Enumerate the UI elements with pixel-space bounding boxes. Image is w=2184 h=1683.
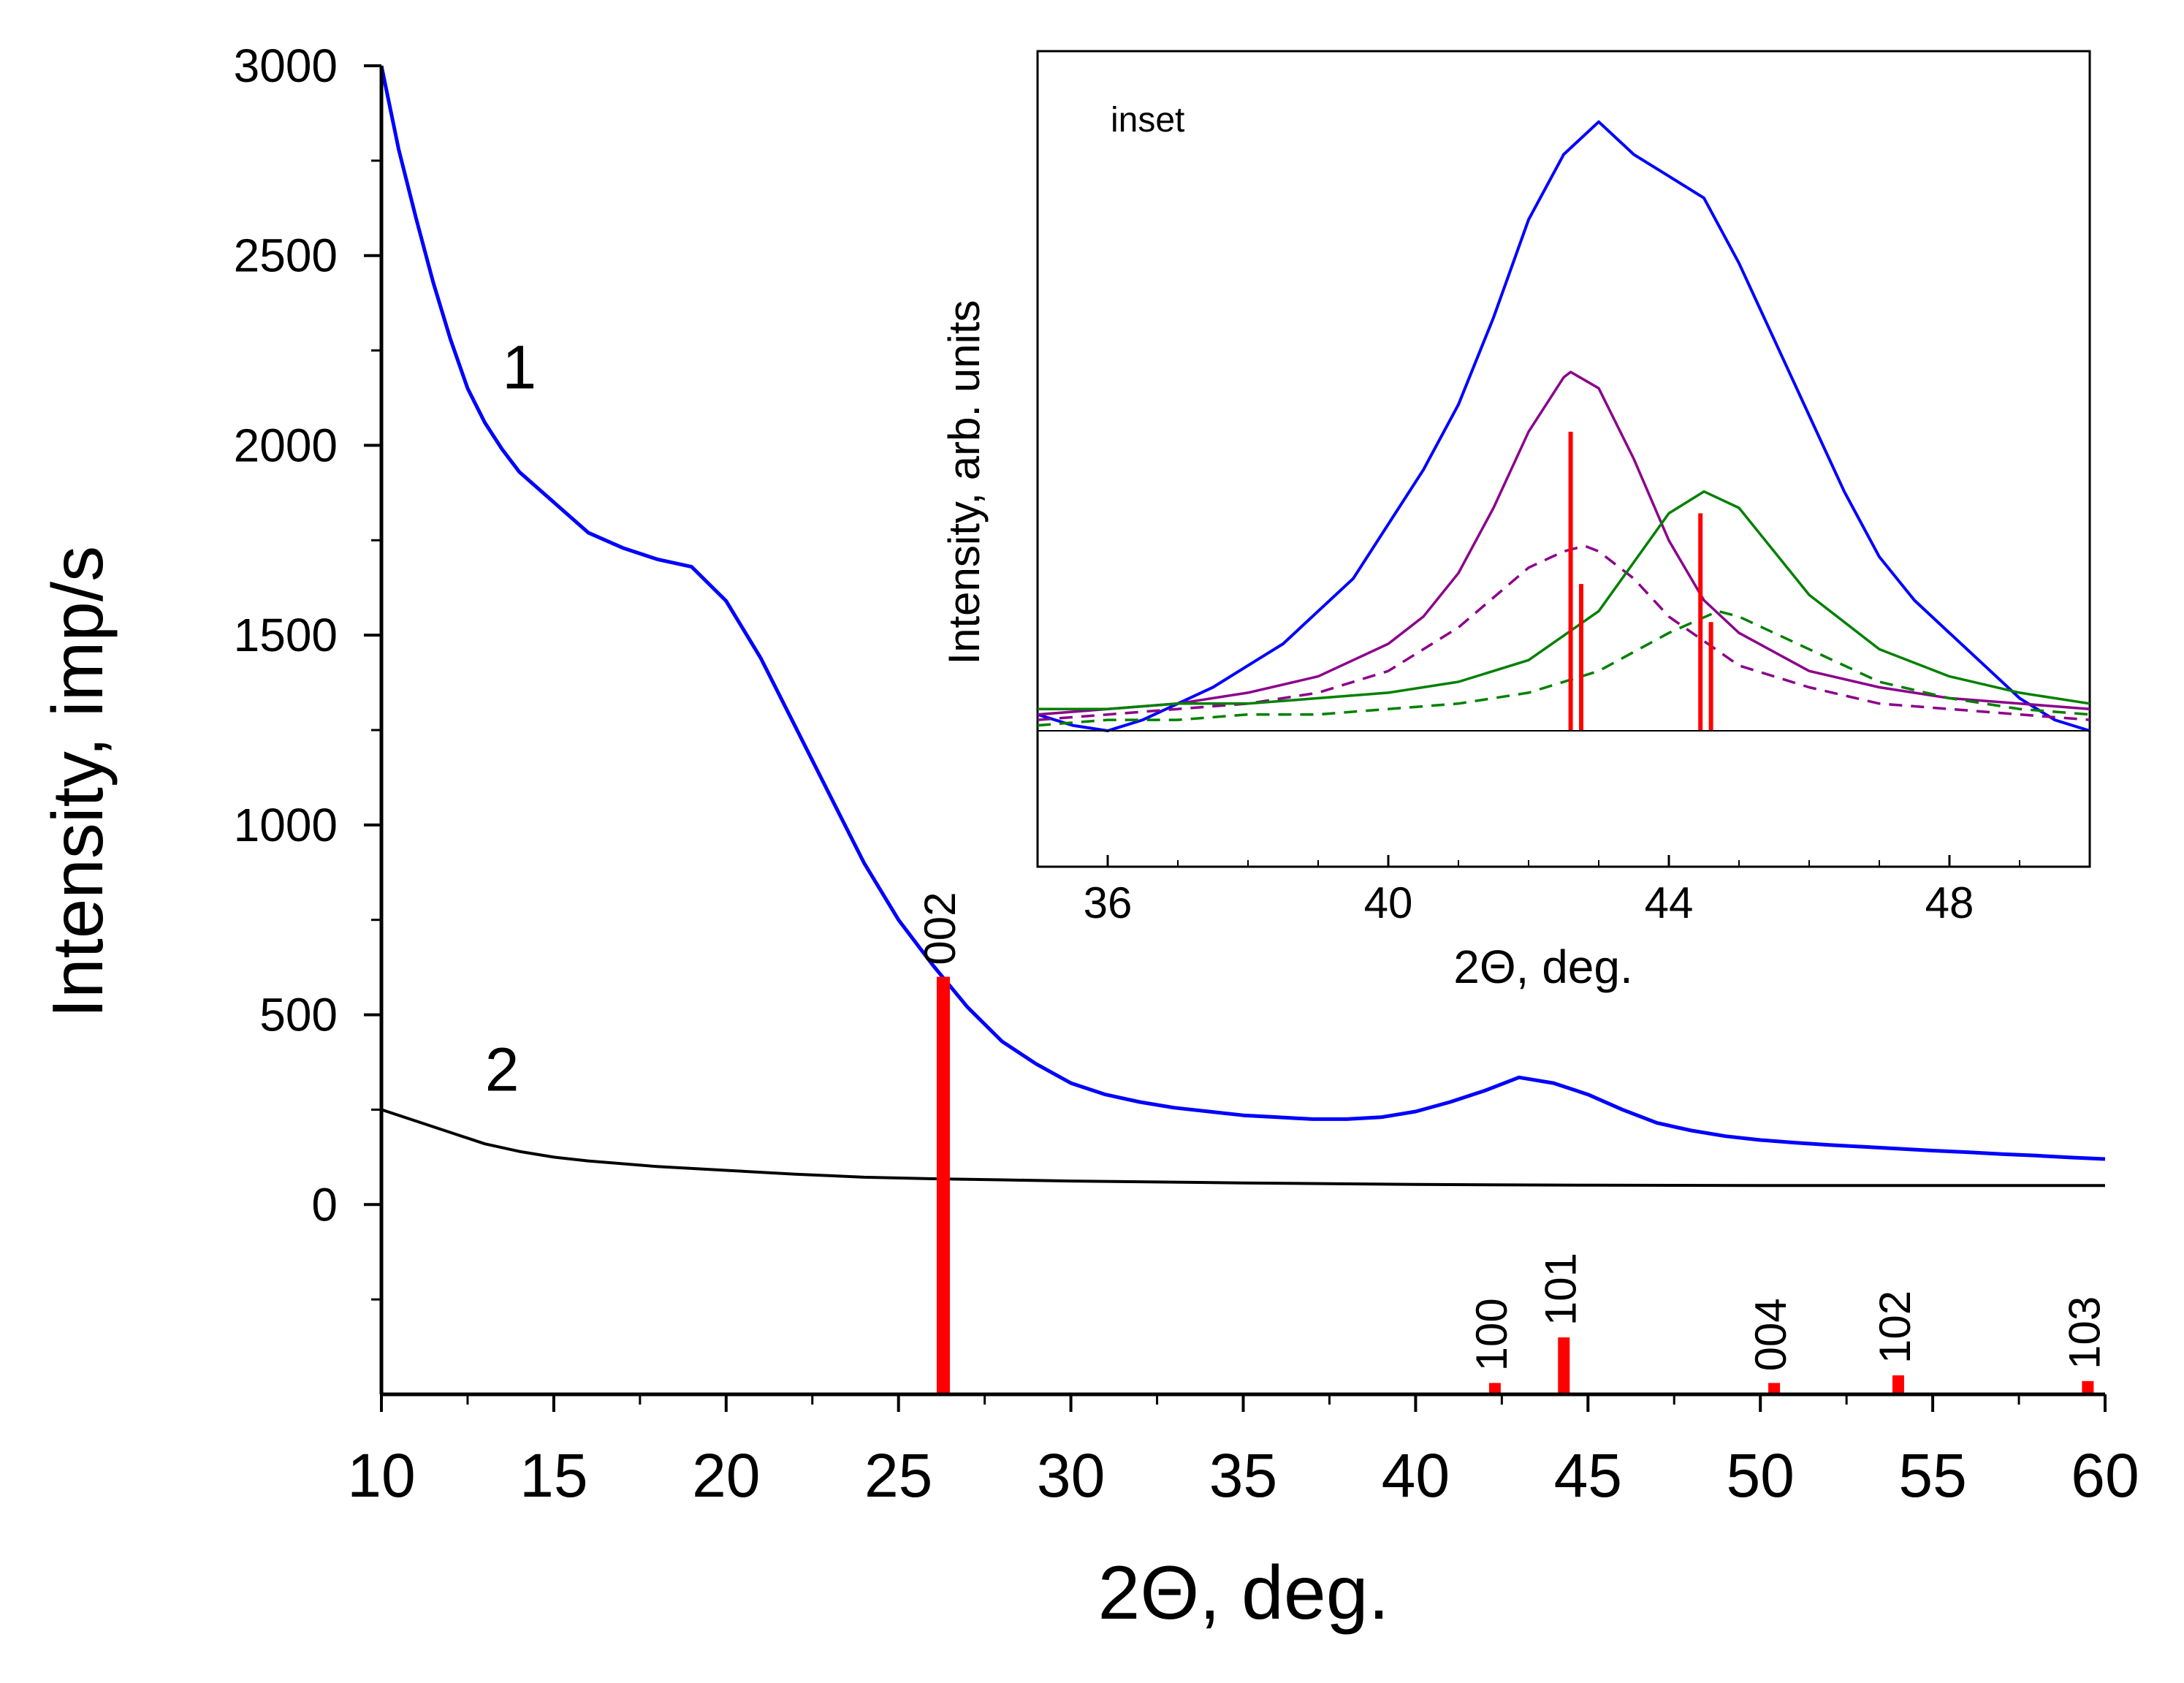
y-tick-label-0: 0 <box>311 1178 338 1231</box>
curve-label-1: 1 <box>502 333 536 402</box>
inset-x-tick-label-36: 36 <box>1084 878 1133 927</box>
inset-x-axis-title: 2Θ, deg. <box>1453 941 1633 993</box>
x-tick-label-10: 10 <box>347 1441 415 1510</box>
inset-series-line-2 <box>1037 371 2090 716</box>
y-tick-label-2500: 2500 <box>234 229 338 282</box>
reference-bar-102 <box>1892 1375 1904 1394</box>
y-tick-label-1500: 1500 <box>234 609 338 661</box>
reference-bar-label-002: 002 <box>916 892 964 965</box>
inset-axes <box>1038 730 2090 867</box>
inset-series-group <box>1037 120 2090 732</box>
inset-x-tick-label-44: 44 <box>1645 878 1694 927</box>
reference-bar-label-004: 004 <box>1746 1298 1795 1371</box>
inset-x-tick-label-48: 48 <box>1925 878 1974 927</box>
inset-x-tick-label-40: 40 <box>1364 878 1413 927</box>
inset-labels: 36 40 44 48 inset 2Θ, deg. Intensity, arb. uni… <box>940 101 1974 993</box>
x-tick-label-30: 30 <box>1037 1441 1105 1510</box>
x-tick-label-40: 40 <box>1382 1441 1450 1510</box>
x-tick-label-55: 55 <box>1898 1441 1966 1510</box>
series-line-1 <box>379 65 2106 1161</box>
inset-y-axis-title: Intensity, arb. units <box>940 300 989 664</box>
reference-bar-103 <box>2082 1380 2094 1394</box>
inset-reference-line <box>1698 513 1703 731</box>
inset-series-line-5 <box>1037 609 2090 727</box>
x-tick-label-50: 50 <box>1726 1441 1794 1510</box>
y-tick-label-1000: 1000 <box>234 799 338 851</box>
inset-reference-line <box>1579 584 1583 731</box>
reference-bar-label-101: 101 <box>1536 1253 1585 1326</box>
main-axes <box>364 64 2107 1412</box>
y-tick-label-2000: 2000 <box>234 419 338 471</box>
reference-bar-002 <box>937 976 951 1394</box>
y-tick-label-500: 500 <box>259 989 338 1041</box>
x-tick-label-15: 15 <box>520 1441 587 1510</box>
inset-series-line-3 <box>1037 544 2090 721</box>
inset-frame <box>1036 50 2091 868</box>
main-series-group <box>379 65 2106 1188</box>
x-axis-title: 2Θ, deg. <box>1098 1551 1390 1635</box>
inset-series-line-1 <box>1037 120 2090 732</box>
reference-bar-004 <box>1768 1383 1781 1394</box>
inset-chart: 36 40 44 48 inset 2Θ, deg. Intensity, arb. uni… <box>940 50 2091 993</box>
inset-title: inset <box>1111 101 1184 140</box>
curve-label-2: 2 <box>485 1035 520 1103</box>
reference-bar-label-100: 100 <box>1467 1298 1516 1371</box>
reference-bar-101 <box>1558 1337 1570 1394</box>
reference-bar-label-102: 102 <box>1871 1291 1919 1364</box>
series-line-2 <box>381 1108 2105 1188</box>
reference-bar-label-103: 103 <box>2060 1296 2109 1369</box>
inset-reference-line <box>1568 431 1573 731</box>
x-tick-label-35: 35 <box>1209 1441 1277 1510</box>
inset-reference-lines <box>1568 431 1713 731</box>
x-tick-label-45: 45 <box>1554 1441 1622 1510</box>
y-axis-title: Intensity, imp/s <box>37 546 118 1018</box>
main-reference-bars <box>937 976 2094 1394</box>
x-tick-label-25: 25 <box>864 1441 932 1510</box>
inset-reference-line <box>1708 622 1713 731</box>
x-tick-label-20: 20 <box>692 1441 760 1510</box>
reference-bar-100 <box>1488 1383 1501 1394</box>
inset-series-line-4 <box>1038 490 2090 710</box>
y-tick-label-3000: 3000 <box>234 39 338 92</box>
x-tick-label-60: 60 <box>2071 1441 2139 1510</box>
